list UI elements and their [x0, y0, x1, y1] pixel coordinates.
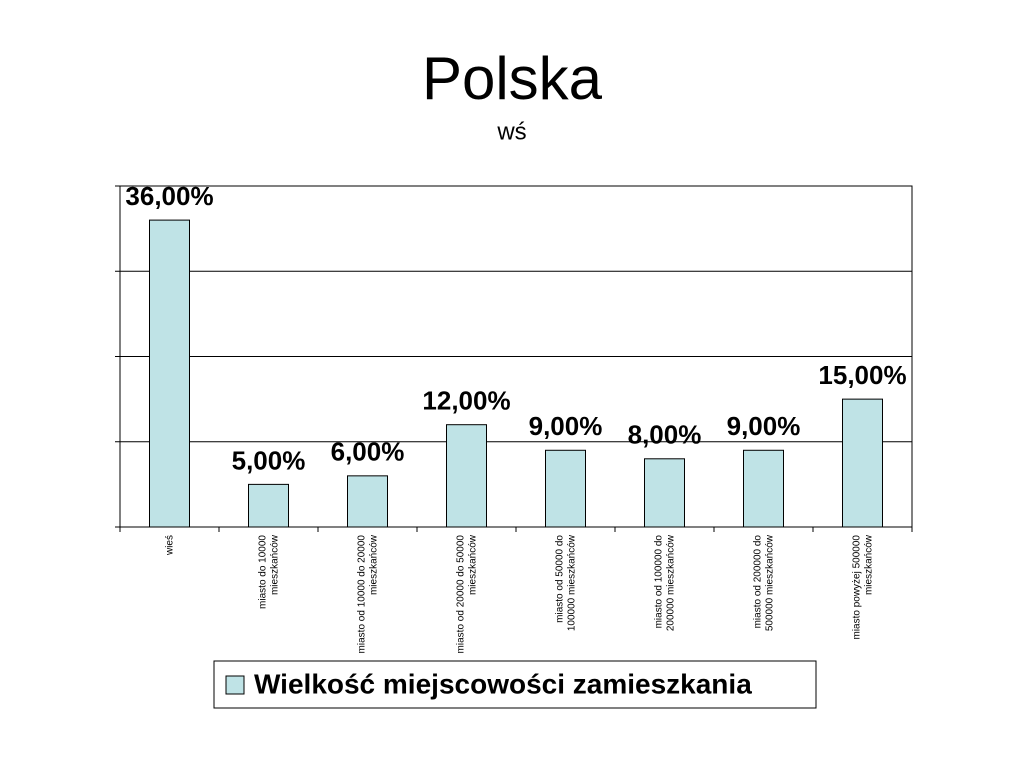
bar	[644, 458, 685, 528]
x-tick-label-line: miasto od 10000 do 20000	[356, 535, 367, 654]
legend-label: Wielkość miejscowości zamieszkania	[254, 668, 752, 699]
x-tick-label: miasto do 10000mieszkańców	[257, 534, 280, 609]
data-label: 5,00%	[232, 445, 306, 475]
data-label: 6,00%	[331, 437, 405, 467]
bar	[347, 475, 388, 528]
x-tick-label: miasto od 50000 do100000 mieszkańców	[554, 534, 577, 631]
x-tick-label-line: wieś	[164, 535, 175, 556]
x-tick-label-line: miasto od 100000 do	[653, 535, 664, 629]
x-tick-label: miasto od 10000 do 20000mieszkańców	[356, 534, 379, 653]
x-tick-label-line: mieszkańców	[863, 534, 874, 595]
chart-subtitle: wś	[496, 118, 526, 145]
bar	[842, 398, 883, 528]
data-label: 15,00%	[818, 360, 906, 390]
x-tick-label-line: miasto od 20000 do 50000	[455, 535, 466, 654]
x-tick-label-line: 500000 mieszkańców	[764, 534, 775, 631]
x-tick-label-line: miasto od 200000 do	[752, 535, 763, 629]
x-tick-label-line: miasto do 10000	[257, 535, 268, 609]
legend-frame	[213, 660, 817, 709]
x-tick-label: miasto od 20000 do 50000mieszkańców	[455, 534, 478, 653]
data-label: 12,00%	[422, 386, 510, 416]
bar	[248, 483, 289, 528]
x-tick-label: miasto od 200000 do500000 mieszkańców	[752, 534, 775, 631]
data-label: 8,00%	[628, 420, 702, 450]
x-tick-label-line: mieszkańców	[368, 534, 379, 595]
x-tick-label: wieś	[164, 535, 175, 556]
bar	[446, 424, 487, 528]
x-tick-label-line: mieszkańców	[467, 534, 478, 595]
legend-swatch	[225, 675, 245, 695]
chart-title: Polska	[422, 45, 603, 112]
bar	[545, 449, 586, 528]
x-tick-label-line: 100000 mieszkańców	[566, 534, 577, 631]
data-label: 9,00%	[727, 411, 801, 441]
x-tick-label-line: 200000 mieszkańców	[665, 534, 676, 631]
data-label: 36,00%	[125, 181, 213, 211]
x-tick-label: miasto od 100000 do200000 mieszkańców	[653, 534, 676, 631]
x-tick-label-line: mieszkańców	[269, 534, 280, 595]
x-tick-label-line: miasto powyżej 500000	[851, 535, 862, 640]
bar	[149, 219, 190, 528]
x-tick-label-line: miasto od 50000 do	[554, 535, 565, 623]
bar	[743, 449, 784, 528]
data-label: 9,00%	[529, 411, 603, 441]
x-tick-label: miasto powyżej 500000mieszkańców	[851, 534, 874, 639]
